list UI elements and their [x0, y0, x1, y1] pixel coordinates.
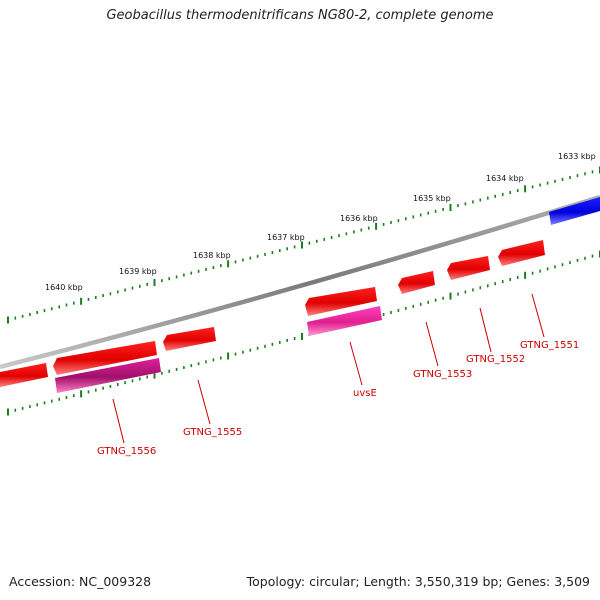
- gene-label-gtng-1552[interactable]: GTNG_1552: [466, 354, 525, 365]
- gene-labels: GTNG_1551 GTNG_1552 GTNG_1553 uvsE GTNG_…: [97, 340, 579, 457]
- ruler-label-1635: 1635 kbp: [413, 194, 451, 203]
- feature-bar-uvse[interactable]: [307, 306, 382, 336]
- gene-arrow-gtng-1551[interactable]: [498, 240, 545, 266]
- ruler-label-1634: 1634 kbp: [486, 174, 524, 183]
- genome-summary: Topology: circular; Length: 3,550,319 bp…: [246, 574, 590, 589]
- gene-label-gtng-1555[interactable]: GTNG_1555: [183, 427, 242, 438]
- gene-label-gtng-1551[interactable]: GTNG_1551: [520, 340, 579, 351]
- gene-arrow-gtng-1553[interactable]: [398, 271, 435, 294]
- label-leader-lines: [112, 293, 545, 444]
- accession-label: Accession: NC_009328: [9, 574, 152, 589]
- gene-forward-arrow[interactable]: [549, 197, 600, 225]
- inner-tick-row: [7, 250, 600, 416]
- ruler-label-1638: 1638 kbp: [193, 251, 231, 260]
- gene-label-gtng-1553[interactable]: GTNG_1553: [413, 369, 472, 380]
- gene-arrow-uvse[interactable]: [305, 287, 377, 316]
- ruler-label-1637: 1637 kbp: [267, 233, 305, 242]
- ruler-label-1639: 1639 kbp: [119, 267, 157, 276]
- gene-arrow-gtng-1555[interactable]: [163, 327, 216, 351]
- ruler-label-1636: 1636 kbp: [340, 214, 378, 223]
- gene-label-gtng-1556[interactable]: GTNG_1556: [97, 446, 156, 457]
- gene-arrow-gtng-1556[interactable]: [53, 341, 157, 375]
- ruler-label-1633: 1633 kbp: [558, 152, 596, 161]
- gene-arrow-left-edge[interactable]: [0, 363, 48, 387]
- genome-backbone: [0, 194, 600, 370]
- gene-arrow-gtng-1552[interactable]: [447, 256, 490, 280]
- genome-title: Geobacillus thermodenitrificans NG80-2, …: [106, 8, 494, 23]
- feature-bar-gtng-1556[interactable]: [55, 358, 161, 393]
- ruler-labels: 1633 kbp 1634 kbp 1635 kbp 1636 kbp 1637…: [45, 152, 596, 292]
- ruler-label-1640: 1640 kbp: [45, 283, 83, 292]
- gene-label-uvse[interactable]: uvsE: [353, 388, 377, 399]
- outer-tick-row: [7, 166, 600, 324]
